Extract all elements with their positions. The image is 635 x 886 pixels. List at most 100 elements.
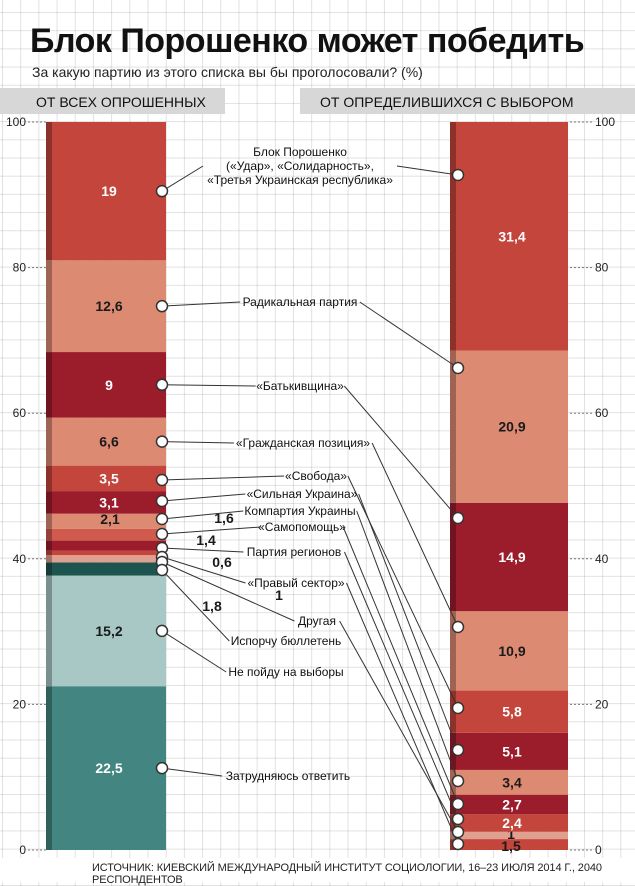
left-bar-value-label: 1,8 <box>202 598 222 614</box>
right-bar-segment-батькивщина <box>456 502 568 612</box>
right-connector-гражданская-позиция <box>371 442 459 628</box>
left-bar-segment-side-не-пойду-на-выборы <box>46 575 52 687</box>
left-bar-segment-side-затрудняюсь-ответить <box>46 686 52 850</box>
right-bar-value-label: 2,4 <box>502 815 522 831</box>
party-label-испорчу-бюллетень: Испорчу бюллетень <box>231 634 342 648</box>
right-connector-dot-самопомощь <box>451 797 465 811</box>
right-bar-segment-самопомощь <box>456 794 568 815</box>
right-axis-tick-label: 80 <box>595 261 609 275</box>
left-bar-segment-партия-регионов <box>52 540 166 551</box>
chart-subtitle: За какую партию из этого списка вы бы пр… <box>32 64 423 80</box>
left-bar-value-label: 3,5 <box>99 470 119 486</box>
left-bar-segment-side-испорчу-бюллетень <box>46 562 52 576</box>
left-bar-segment-правый-сектор <box>52 550 166 556</box>
left-bar-value-label: 9 <box>105 377 113 393</box>
left-connector-dot-не-пойду-на-выборы <box>155 624 169 638</box>
left-bar-value-label: 19 <box>101 183 117 199</box>
left-connector-самопомощь <box>161 526 261 535</box>
left-bar-value-label: 22,5 <box>95 760 122 776</box>
right-bar-segment-side-блок-порошенко-удар-солидарность-третья-украинская-республика <box>450 122 456 351</box>
right-connector-dot-компартия-украины <box>451 774 465 788</box>
right-connector-блок-порошенко-удар-солидарность-третья-украинская-республика <box>396 165 459 176</box>
left-bar-segment-side-блок-порошенко-удар-солидарность-третья-украинская-республика <box>46 122 52 261</box>
right-connector-dot-радикальная-партия <box>451 361 465 375</box>
left-bar-segment-блок-порошенко-удар-солидарность-третья-украинская-республика <box>52 122 166 261</box>
left-connector-dot-сильная-украина <box>155 494 169 508</box>
right-bar-segment-радикальная-партия <box>456 350 568 503</box>
right-bar-value-label: 3,4 <box>502 774 522 790</box>
left-connector-не-пойду-на-выборы <box>161 630 227 673</box>
party-label-гражданская-позиция: «Гражданская позиция» <box>236 436 371 450</box>
left-bar-segment-батькивщина <box>52 352 166 418</box>
left-bar-value-label: 6,6 <box>99 434 119 450</box>
party-label-другая: Другая <box>298 614 336 628</box>
left-connector-партия-регионов <box>161 547 244 553</box>
right-bar-segment-гражданская-позиция <box>456 611 568 691</box>
left-bar-segment-компартия-украины <box>52 513 166 529</box>
chart-title: Блок Порошенко может победить <box>30 22 585 60</box>
right-connector-самопомощь <box>342 526 459 805</box>
party-label-самопомощь: «Самопомощь» <box>258 520 346 534</box>
right-bar-segment-компартия-украины <box>456 769 568 795</box>
left-bar-segment-самопомощь <box>52 528 166 541</box>
right-axis-tick-label: 60 <box>595 406 609 420</box>
party-label-радикальная-партия: Радикальная партия <box>243 295 358 309</box>
source-note: ИСТОЧНИК: КИЕВСКИЙ МЕЖДУНАРОДНЫЙ ИНСТИТУ… <box>92 862 602 886</box>
left-connector-правый-сектор <box>161 556 246 584</box>
right-bar-value-label: 14,9 <box>498 549 525 565</box>
right-connector-компартия-украины <box>356 510 459 782</box>
left-connector-dot-свобода <box>155 473 169 487</box>
left-connector-dot-самопомощь <box>155 527 169 541</box>
left-bar-segment-свобода <box>52 465 166 492</box>
left-bar-value-label: 2,1 <box>100 511 120 527</box>
left-connector-радикальная-партия <box>161 301 241 307</box>
right-axis-tick-label: 20 <box>595 697 609 711</box>
party-label-затрудняюсь-ответить: Затрудняюсь ответить <box>226 769 350 783</box>
party-label-партия-регионов: Партия регионов <box>247 545 342 559</box>
left-bar-value-label: 15,2 <box>95 623 122 639</box>
right-bar-segment-партия-регионов <box>456 814 568 832</box>
right-connector-батькивщина <box>343 385 459 519</box>
right-column-header-band <box>300 88 635 114</box>
left-axis-tick-label: 0 <box>19 843 26 857</box>
party-label-свобода: «Свобода» <box>285 469 347 483</box>
left-connector-свобода <box>161 475 285 481</box>
left-bar-value-label: 1 <box>275 587 283 603</box>
right-connector-радикальная-партия <box>359 301 459 369</box>
left-connector-блок-порошенко-удар-солидарность-третья-украинская-республика <box>161 165 204 192</box>
right-connector-правый-сектор <box>346 582 459 845</box>
party-label-сильная-украина: «Сильная Украина» <box>247 487 358 501</box>
right-connector-dot-партия-регионов <box>451 812 465 826</box>
right-bar-value-label: 20,9 <box>498 419 525 435</box>
left-bar-segment-сильная-украина <box>52 491 166 514</box>
party-label-блок-порошенко-удар-солидарность-третья-украинская-республика: («Удар», «Солидарность», <box>226 159 374 173</box>
left-axis-tick-label: 100 <box>6 115 26 129</box>
right-bar-value-label: 2,7 <box>502 797 522 813</box>
right-bar-segment-сильная-украина <box>456 732 568 770</box>
party-label-правый-сектор: «Правый сектор» <box>247 576 344 590</box>
right-connector-dot-гражданская-позиция <box>451 620 465 634</box>
left-connector-dot-гражданская-позиция <box>155 435 169 448</box>
right-axis-tick-label: 40 <box>595 552 609 566</box>
left-connector-другая <box>161 561 295 622</box>
left-bar-segment-side-другая <box>46 555 52 563</box>
left-connector-батькивщина <box>161 384 256 387</box>
left-bar-segment-side-правый-сектор <box>46 550 52 556</box>
left-connector-dot-затрудняюсь-ответить <box>155 761 169 775</box>
right-bar-segment-другая <box>456 831 568 840</box>
left-bar-value-label: 0,6 <box>212 554 232 570</box>
left-connector-dot-компартия-украины <box>155 512 169 526</box>
right-column-header: ОТ ОПРЕДЕЛИВШИХСЯ С ВЫБОРОМ <box>320 94 574 110</box>
left-connector-dot-испорчу-бюллетень <box>155 563 169 577</box>
left-axis-tick-label: 40 <box>13 552 27 566</box>
left-bar-segment-затрудняюсь-ответить <box>52 686 166 850</box>
left-connector-затрудняюсь-ответить <box>161 767 223 777</box>
left-column-header-band <box>0 88 225 114</box>
left-bar-segment-side-батькивщина <box>46 352 52 418</box>
left-bar-segment-side-сильная-украина <box>46 491 52 514</box>
left-bar-value-label: 12,6 <box>95 298 122 314</box>
party-label-блок-порошенко-удар-солидарность-третья-украинская-республика: «Третья Украинская республика» <box>207 173 393 187</box>
left-connector-сильная-украина <box>161 493 246 502</box>
right-bar-segment-свобода <box>456 690 568 733</box>
left-connector-dot-батькивщина <box>155 378 169 392</box>
